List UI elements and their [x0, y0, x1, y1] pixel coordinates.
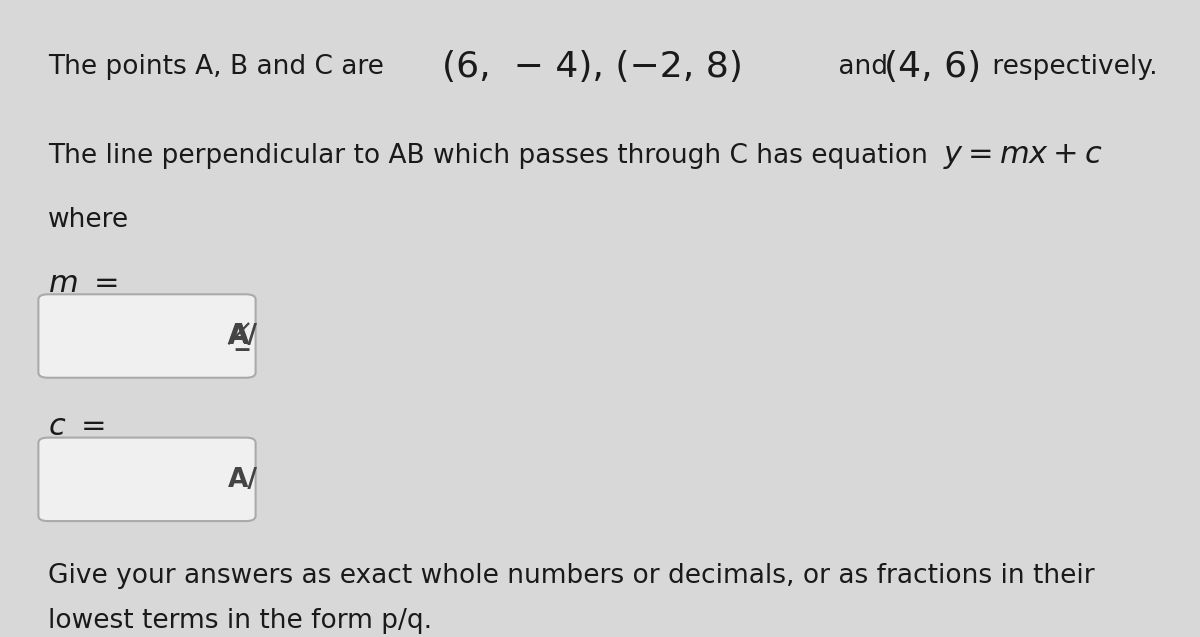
Text: A/: A/: [228, 467, 258, 492]
Text: (6,  − 4), (−2, 8): (6, − 4), (−2, 8): [442, 50, 743, 84]
Text: The points A, B and C are: The points A, B and C are: [48, 54, 392, 80]
Text: respectively.: respectively.: [984, 54, 1158, 80]
Text: and: and: [830, 54, 896, 80]
Text: $y = mx + c$: $y = mx + c$: [943, 141, 1103, 171]
Text: A/: A/: [228, 324, 258, 349]
Text: (4, 6): (4, 6): [884, 50, 982, 84]
Text: lowest terms in the form p/q.: lowest terms in the form p/q.: [48, 608, 432, 634]
Text: A̸̲: A̸̲: [228, 322, 250, 351]
Text: where: where: [48, 207, 130, 233]
Text: $m\ =$: $m\ =$: [48, 269, 118, 298]
FancyBboxPatch shape: [38, 294, 256, 378]
Text: $c\ =$: $c\ =$: [48, 412, 104, 441]
FancyBboxPatch shape: [38, 438, 256, 521]
Text: Give your answers as exact whole numbers or decimals, or as fractions in their: Give your answers as exact whole numbers…: [48, 564, 1094, 589]
Text: The line perpendicular to AB which passes through C has equation: The line perpendicular to AB which passe…: [48, 143, 936, 169]
